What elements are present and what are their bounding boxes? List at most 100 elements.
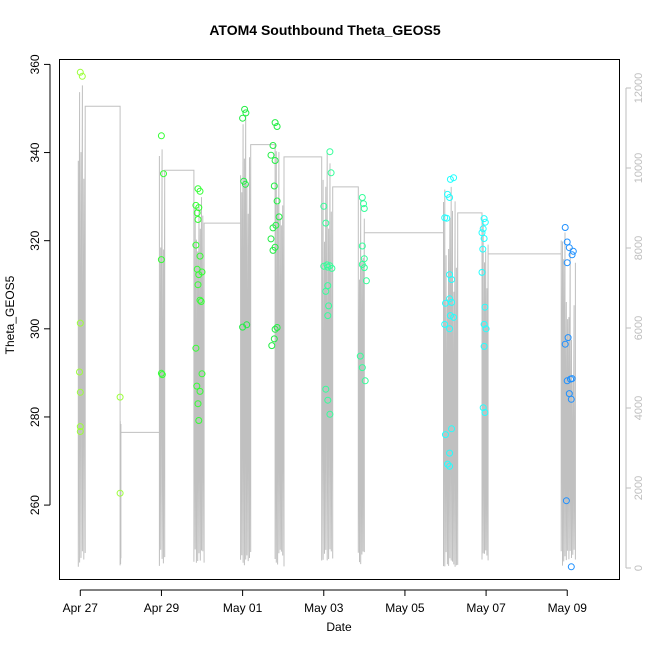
chart-title: ATOM4 Southbound Theta_GEOS5 (209, 22, 440, 38)
data-point (442, 299, 449, 307)
data-point (482, 325, 490, 333)
data-point (322, 385, 330, 393)
y-tick-label: 300 (28, 318, 42, 338)
x-axis: Apr 27 Apr 29 May 01 May 03 May 05 May 07 May … (63, 589, 587, 615)
data-point (239, 114, 247, 122)
data-point (481, 303, 489, 311)
data-point (275, 213, 283, 221)
data-point (269, 246, 277, 254)
data-point (241, 180, 249, 188)
y-tick-label: 340 (28, 142, 42, 162)
data-point (446, 175, 454, 183)
right-y-tick-label: 4000 (633, 396, 645, 420)
data-point (360, 205, 368, 212)
data-point (116, 393, 124, 401)
data-point (76, 428, 84, 435)
data-point (273, 123, 281, 130)
data-point (446, 295, 454, 303)
data-point (446, 194, 454, 201)
data-point (324, 396, 332, 404)
data-point (196, 387, 204, 395)
data-point (358, 364, 366, 372)
data-point (198, 370, 206, 378)
data-point (78, 72, 86, 80)
data-point (157, 256, 165, 264)
data-point (326, 410, 334, 418)
data-point (478, 268, 486, 276)
data-point (271, 119, 279, 127)
data-point (328, 264, 336, 272)
data-point (480, 235, 488, 242)
data-point (325, 302, 333, 310)
data-point (194, 400, 202, 408)
data-point (362, 277, 370, 285)
data-point (480, 320, 488, 328)
data-point (568, 375, 576, 383)
data-point (193, 209, 201, 217)
data-point (76, 388, 84, 396)
data-point (446, 462, 454, 470)
data-point (567, 563, 575, 571)
data-point (192, 241, 200, 249)
data-point (479, 404, 487, 412)
data-point (443, 214, 451, 222)
data-point (239, 323, 247, 331)
data-point (194, 216, 202, 223)
data-point (444, 460, 451, 468)
data-point (196, 252, 204, 260)
x-tick-label: Apr 29 (144, 601, 180, 615)
right-y-tick-label: 8000 (633, 236, 645, 260)
data-point (356, 352, 364, 360)
data-point (243, 321, 251, 329)
data-point (481, 218, 489, 226)
data-point (358, 242, 366, 250)
data-point (270, 182, 278, 190)
data-point (360, 255, 368, 263)
data-point (268, 342, 276, 350)
x-axis-label: Date (326, 620, 352, 634)
data-point (568, 251, 576, 259)
data-point (271, 157, 279, 164)
y-axis-label: Theta_GEOS5 (3, 275, 17, 354)
data-point (271, 325, 279, 333)
data-point (322, 287, 330, 295)
data-point (327, 169, 335, 177)
data-point (270, 335, 278, 343)
data-point (269, 142, 277, 149)
data-point (567, 395, 575, 403)
x-tick-label: May 07 (466, 601, 506, 615)
data-point (450, 313, 458, 321)
data-point (242, 109, 250, 117)
data-point (116, 489, 124, 497)
data-point (322, 219, 330, 227)
data-point (193, 382, 201, 390)
data-point (326, 148, 334, 156)
right-y-tick-label: 6000 (633, 316, 645, 340)
right-y-tick-label: 2000 (633, 476, 645, 500)
data-point (561, 340, 569, 348)
data-point (561, 224, 569, 231)
right-y-tick-label: 0 (633, 565, 645, 571)
right-y-tick-label: 10000 (633, 153, 645, 184)
data-point (361, 377, 369, 385)
data-point (269, 224, 277, 232)
y-tick-label: 280 (28, 407, 42, 427)
data-point (196, 187, 204, 195)
data-point (241, 105, 249, 113)
data-point (195, 271, 203, 279)
data-point (480, 342, 488, 350)
data-points-layer (76, 68, 577, 571)
data-point (197, 298, 205, 305)
x-tick-label: May 05 (385, 601, 425, 615)
data-point (481, 409, 489, 416)
data-point (565, 244, 573, 252)
data-point (76, 368, 83, 376)
y-axis: 260 280 300 320 340 360 (28, 54, 51, 515)
data-point (441, 320, 449, 328)
x-tick-label: May 03 (304, 601, 344, 615)
data-point (76, 319, 84, 327)
y-tick-label: 360 (28, 54, 42, 74)
data-point (564, 334, 572, 342)
data-point (479, 225, 487, 233)
